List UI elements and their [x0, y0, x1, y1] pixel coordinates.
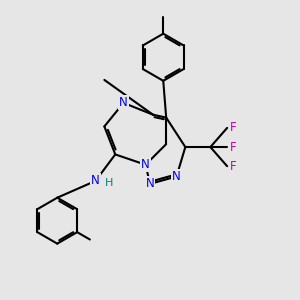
Text: N: N [146, 177, 154, 190]
Text: F: F [230, 122, 236, 134]
Text: N: N [172, 170, 181, 183]
Text: N: N [141, 158, 150, 171]
Text: F: F [230, 160, 236, 173]
Text: N: N [119, 96, 128, 110]
Text: H: H [105, 178, 113, 188]
Text: N: N [91, 174, 100, 188]
Text: F: F [230, 141, 236, 154]
